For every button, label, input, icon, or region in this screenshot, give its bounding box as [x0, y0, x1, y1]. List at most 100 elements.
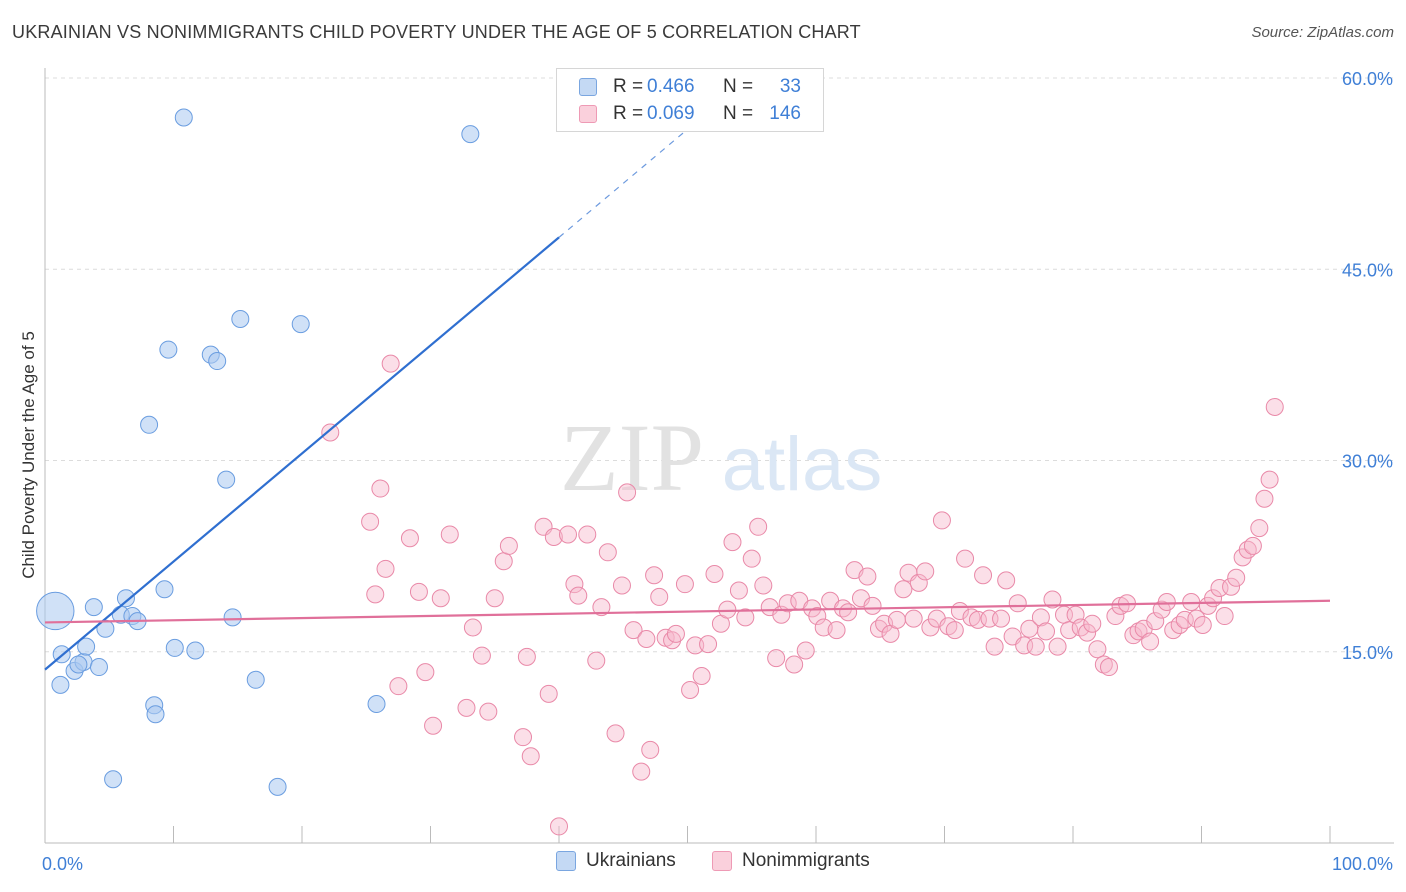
nonimmigrants-point — [641, 740, 660, 759]
nonimmigrants-point — [521, 747, 540, 766]
nonimmigrants-point — [1037, 622, 1056, 641]
nonimmigrants-point — [1015, 636, 1034, 655]
nonimmigrants-point — [416, 663, 435, 682]
nonimmigrants-point — [494, 552, 513, 571]
nonimmigrants-point — [514, 728, 533, 747]
nonimmigrants-point — [1106, 607, 1125, 626]
ukrainians-point — [155, 580, 174, 599]
nonimmigrants-point — [1060, 621, 1079, 640]
nonimmigrants-point — [440, 525, 459, 544]
nonimmigrants-point — [376, 559, 395, 578]
legend-n-label: N = — [723, 103, 754, 124]
nonimmigrants-point — [863, 596, 882, 615]
nonimmigrants-point — [1265, 397, 1284, 416]
watermark-atlas: atlas — [722, 422, 883, 507]
ukrainians-point — [116, 589, 135, 608]
nonimmigrants-point — [904, 609, 923, 628]
source-label[interactable]: Source: ZipAtlas.com — [1251, 24, 1394, 41]
nonimmigrants-point — [1088, 640, 1107, 659]
nonimmigrants-point — [578, 525, 597, 544]
legend-r-value: 0.466 — [647, 76, 695, 97]
nonimmigrants-point — [457, 698, 476, 717]
legend-r-label: R = — [613, 76, 644, 97]
legend-item-nonimmigrants[interactable]: Nonimmigrants — [712, 850, 870, 872]
ukrainians-point — [84, 598, 103, 617]
watermark-zip: ZIP — [560, 404, 704, 511]
legend-label-nonimmigrants: Nonimmigrants — [742, 850, 870, 871]
nonimmigrants-point — [472, 646, 491, 665]
ukrainians-point — [367, 695, 386, 714]
nonimmigrants-point — [869, 619, 888, 638]
nonimmigrants-point — [956, 549, 975, 568]
nonimmigrants-point — [587, 651, 606, 670]
nonimmigrants-point — [796, 641, 815, 660]
nonimmigrants-point — [1031, 608, 1050, 627]
stats-legend: R = 0.466 N = 33 R = 0.069 N = 146 — [556, 68, 824, 132]
ukrainians-point — [77, 637, 96, 656]
series-legend: Ukrainians Nonimmigrants — [0, 850, 1406, 878]
legend-item-ukrainians[interactable]: Ukrainians — [556, 850, 676, 872]
nonimmigrants-point — [650, 587, 669, 606]
ukrainians-point — [104, 770, 123, 789]
legend-r-value: 0.069 — [647, 103, 695, 124]
nonimmigrants-point — [932, 511, 951, 530]
legend-swatch-blue — [556, 851, 576, 871]
nonimmigrants-point — [381, 354, 400, 373]
nonimmigrants-point — [909, 573, 928, 592]
nonimmigrants-point — [632, 762, 651, 781]
trend-lines — [44, 107, 1331, 671]
ukrainians-point — [208, 352, 227, 371]
x-tick-label: 0.0% — [42, 854, 83, 874]
nonimmigrants-point — [539, 684, 558, 703]
nonimmigrants-point — [1048, 637, 1067, 656]
nonimmigrants-point — [479, 702, 498, 721]
nonimmigrants-point — [921, 618, 940, 637]
legend-n-label: N = — [723, 76, 754, 97]
nonimmigrants-point — [1146, 612, 1165, 631]
nonimmigrants-point — [997, 571, 1016, 590]
legend-row-nonimmigrants: R = 0.069 N = 146 — [579, 101, 801, 127]
nonimmigrants-point — [400, 529, 419, 548]
ukrainians-point — [231, 309, 250, 328]
y-tick-label: 30.0% — [1342, 452, 1393, 472]
nonimmigrants-point — [916, 562, 935, 581]
ukrainians-point — [146, 705, 165, 724]
nonimmigrants-point — [749, 517, 768, 536]
nonimmigrants-point — [785, 655, 804, 674]
nonimmigrants-point — [366, 585, 385, 604]
nonimmigrants-point — [371, 479, 390, 498]
ukrainians-point — [140, 415, 159, 434]
ukrainians-point — [291, 315, 310, 334]
nonimmigrants-point — [1043, 590, 1062, 609]
ukrainians-point — [217, 470, 236, 489]
nonimmigrants-point — [1157, 593, 1176, 612]
nonimmigrants-point — [1083, 614, 1102, 633]
nonimmigrants-point — [569, 586, 588, 605]
y-tick-label: 60.0% — [1342, 69, 1393, 89]
nonimmigrants-point — [1078, 623, 1097, 642]
ukrainians-point — [174, 108, 193, 127]
nonimmigrants-point — [675, 575, 694, 594]
ukrainians-point — [96, 619, 115, 638]
nonimmigrants-point — [424, 716, 443, 735]
ukrainians-trend-extension — [558, 107, 714, 238]
ukrainians-point — [165, 638, 184, 657]
nonimmigrants-point — [736, 608, 755, 627]
ukrainians-point — [159, 340, 178, 359]
nonimmigrants-point — [992, 609, 1011, 628]
nonimmigrants-point — [1215, 607, 1234, 626]
axes — [44, 68, 1394, 844]
nonimmigrants-point — [499, 536, 518, 555]
nonimmigrants-point — [1170, 615, 1189, 634]
nonimmigrants-point — [1222, 577, 1241, 596]
nonimmigrants-point — [1243, 536, 1262, 555]
nonimmigrants-point — [754, 576, 773, 595]
nonimmigrants-point — [894, 580, 913, 599]
ukrainians-point — [461, 125, 480, 144]
legend-swatch-blue — [579, 78, 597, 96]
legend-swatch-pink — [579, 105, 597, 123]
nonimmigrants-point — [409, 582, 428, 601]
nonimmigrants-point — [968, 610, 987, 629]
nonimmigrants-point — [692, 666, 711, 685]
